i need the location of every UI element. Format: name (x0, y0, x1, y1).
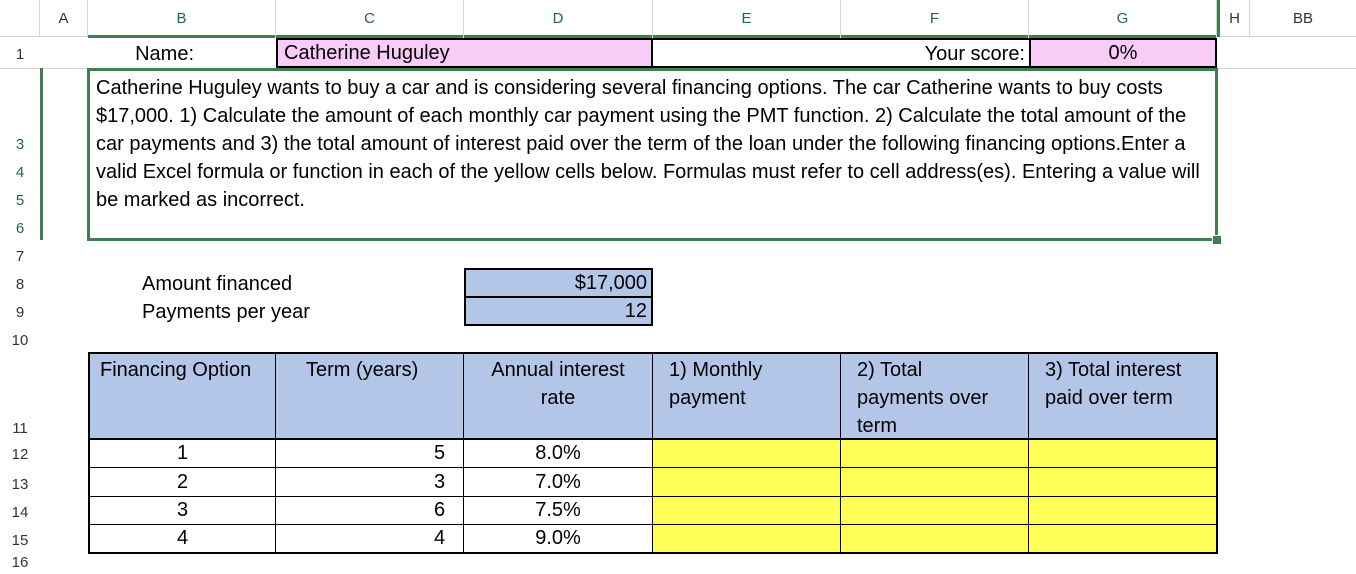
row-header-3[interactable]: 3 (15, 135, 25, 153)
row-header-11[interactable]: 11 (12, 419, 28, 437)
header-total-payments[interactable]: 2) Total payments over term (841, 354, 1029, 438)
table-row-4-term[interactable]: 4 (276, 525, 464, 552)
blank-cell[interactable] (653, 38, 1029, 68)
payments-per-year-label[interactable]: Payments per year (142, 300, 310, 323)
row-header-7[interactable]: 7 (15, 247, 25, 265)
score-value-cell[interactable]: 0% (1029, 38, 1217, 68)
column-header-e[interactable]: E (653, 0, 841, 38)
total-payments-cell-3[interactable] (841, 497, 1029, 525)
row-header-9[interactable]: 9 (15, 303, 25, 321)
row-header-16[interactable]: 16 (11, 554, 29, 571)
column-header-bb[interactable]: BB (1292, 10, 1313, 27)
instructions-text: Catherine Huguley wants to buy a car and… (96, 77, 1200, 211)
total-payments-cell-2[interactable] (841, 468, 1029, 497)
row-header-8[interactable]: 8 (15, 275, 25, 293)
row-header-1[interactable]: 1 (15, 45, 25, 63)
table-row-2-option[interactable]: 2 (90, 468, 276, 497)
monthly-payment-cell-1[interactable] (653, 440, 841, 468)
total-payments-cell-1[interactable] (841, 440, 1029, 468)
name-input-cell[interactable]: Catherine Huguley (276, 38, 653, 68)
name-label[interactable]: Name: (135, 42, 194, 65)
monthly-payment-cell-4[interactable] (653, 525, 841, 552)
table-row-3-option[interactable]: 3 (90, 497, 276, 525)
amount-financed-cell[interactable]: $17,000 (464, 268, 653, 298)
total-interest-cell-4[interactable] (1029, 525, 1216, 552)
instructions-textbox[interactable]: Catherine Huguley wants to buy a car and… (87, 68, 1218, 241)
column-header-b[interactable]: B (88, 0, 276, 38)
column-header-c[interactable]: C (276, 0, 464, 38)
row-header-15[interactable]: 15 (11, 531, 29, 549)
amount-financed-label[interactable]: Amount financed (142, 272, 293, 295)
table-row-1-term[interactable]: 5 (276, 440, 464, 468)
table-row-1-rate[interactable]: 8.0% (464, 440, 653, 468)
monthly-payment-cell-2[interactable] (653, 468, 841, 497)
table-row-3-rate[interactable]: 7.5% (464, 497, 653, 525)
table-header-row (88, 352, 1218, 440)
column-header-h[interactable]: H (1217, 0, 1250, 37)
total-interest-cell-2[interactable] (1029, 468, 1216, 497)
table-row-2-term[interactable]: 3 (276, 468, 464, 497)
score-label[interactable]: Your score: (924, 42, 1025, 65)
monthly-payment-cell-3[interactable] (653, 497, 841, 525)
column-header-g[interactable]: G (1029, 0, 1217, 38)
row-header-13[interactable]: 13 (11, 475, 29, 493)
row-header-5[interactable]: 5 (15, 191, 25, 209)
header-term-years[interactable]: Term (years) (276, 354, 464, 438)
table-row-4-option[interactable]: 4 (90, 525, 276, 552)
table-row-1-option[interactable]: 1 (90, 440, 276, 468)
resize-handle[interactable] (1212, 235, 1222, 245)
header-annual-interest-rate[interactable]: Annual interest rate (464, 354, 653, 438)
row-header-12[interactable]: 12 (11, 445, 29, 463)
table-row-2-rate[interactable]: 7.0% (464, 468, 653, 497)
column-header-a[interactable]: A (40, 0, 88, 37)
table-row-3-term[interactable]: 6 (276, 497, 464, 525)
total-payments-cell-4[interactable] (841, 525, 1029, 552)
row-header-6[interactable]: 6 (15, 219, 25, 237)
row-header-10[interactable]: 10 (11, 331, 29, 349)
payments-per-year-cell[interactable]: 12 (464, 296, 653, 326)
row-header-4[interactable]: 4 (15, 163, 25, 181)
header-total-interest[interactable]: 3) Total interest paid over term (1045, 359, 1182, 409)
total-interest-cell-3[interactable] (1029, 497, 1216, 525)
header-monthly-payment[interactable]: 1) Monthly payment (653, 354, 841, 438)
row-selection-indicator (40, 68, 43, 240)
total-interest-cell-1[interactable] (1029, 440, 1216, 468)
row-header-14[interactable]: 14 (11, 503, 29, 521)
table-row-4-rate[interactable]: 9.0% (464, 525, 653, 552)
header-financing-option[interactable]: Financing Option (90, 354, 276, 438)
column-header-f[interactable]: F (841, 0, 1029, 38)
column-header-d[interactable]: D (464, 0, 653, 38)
table-body (88, 438, 1218, 554)
select-all-corner[interactable] (0, 0, 40, 37)
